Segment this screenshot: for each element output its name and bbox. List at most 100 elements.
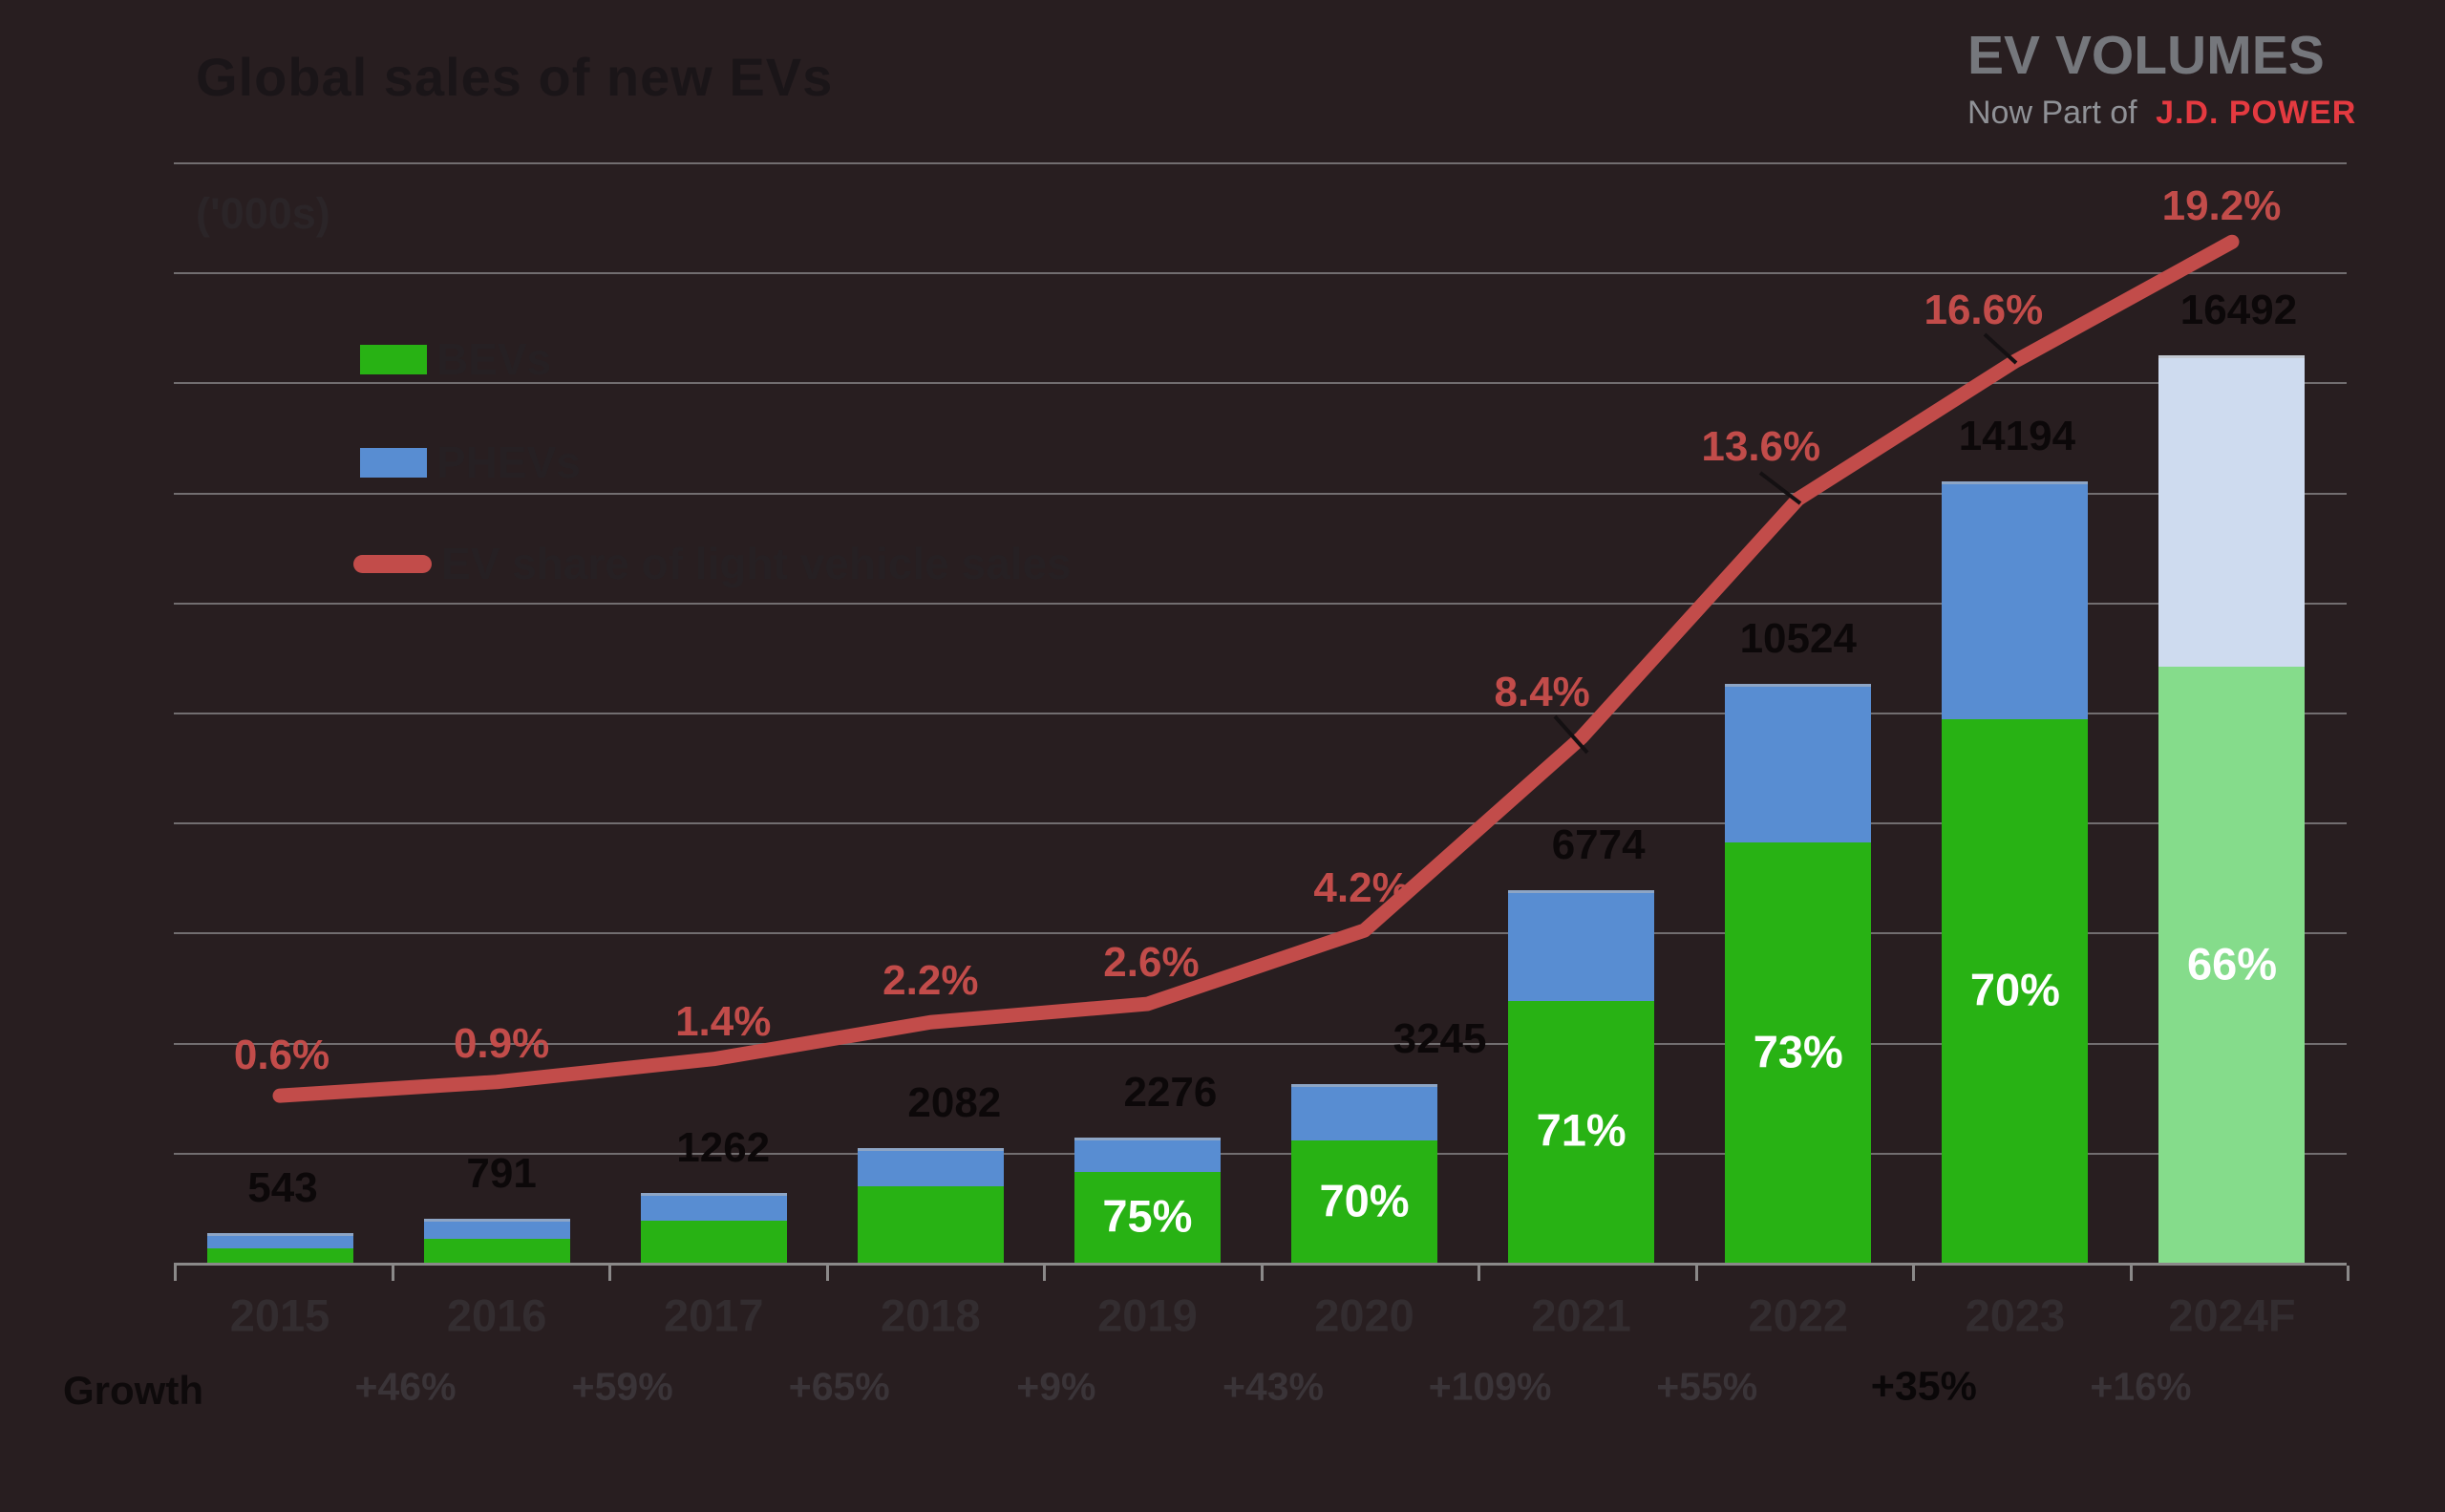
x-axis-tick — [1043, 1266, 1046, 1281]
ev-share-line-swatch-icon — [353, 554, 432, 573]
bev-share-label: 73% — [1753, 1026, 1843, 1077]
x-axis-label-2016: 2016 — [446, 1289, 547, 1341]
y-axis-units-label: ('000s) — [196, 189, 330, 238]
label-leader-line — [1983, 332, 2018, 365]
bar-segment-bev-2024F — [2158, 664, 2306, 1263]
logo-block: EV VOLUMES Now Part of J.D. POWER — [1967, 29, 2356, 130]
ev-share-point-label: 16.6% — [1924, 287, 2044, 334]
gridline — [174, 713, 2347, 714]
ev-share-point-label: 8.4% — [1494, 669, 1590, 716]
bar-segment-phev-2020 — [1291, 1084, 1438, 1141]
logo-tagline-prefix: Now Part of — [1967, 95, 2137, 131]
x-axis-tick — [2347, 1266, 2349, 1281]
x-axis-tick — [825, 1266, 829, 1281]
bar-segment-bev-2015 — [206, 1246, 353, 1263]
bar-segment-phev-2023 — [1942, 481, 2089, 719]
growth-row-label: Growth — [63, 1368, 203, 1413]
x-axis-label-2020: 2020 — [1314, 1289, 1414, 1341]
bar-segment-phev-2022 — [1725, 683, 1872, 843]
bar-segment-bev-2021 — [1508, 997, 1655, 1263]
bar-segment-bev-2019 — [1074, 1168, 1221, 1263]
bar-segment-phev-2021 — [1508, 889, 1655, 1001]
bev-share-label: 70% — [1319, 1175, 1410, 1226]
bev-share-label: 71% — [1536, 1104, 1626, 1156]
legend-item-bevs: BEVs — [360, 337, 551, 381]
ev-share-point-label: 2.2% — [882, 957, 979, 1005]
legend-label-phevs: PHEVs — [436, 437, 581, 487]
bar-segment-bev-2023 — [1942, 715, 2089, 1263]
ev-share-point-label: 13.6% — [1701, 423, 1821, 471]
bar-total-label: 3245 — [1393, 1015, 1487, 1063]
x-axis-tick — [1912, 1266, 1915, 1281]
ev-share-point-label: 4.2% — [1313, 864, 1410, 912]
x-axis-label-2018: 2018 — [881, 1289, 981, 1341]
growth-value: +46% — [354, 1364, 457, 1409]
chart-title: Global sales of new EVs — [196, 47, 834, 107]
gridline — [174, 1152, 2347, 1155]
gridline — [174, 602, 2347, 605]
ev-share-point-label: 1.4% — [675, 997, 772, 1045]
bar-segment-phev-2024F — [2158, 355, 2306, 667]
x-axis-label-2022: 2022 — [1748, 1289, 1849, 1341]
growth-value: +65% — [788, 1364, 890, 1409]
x-axis-label-2024F: 2024F — [2168, 1289, 2296, 1341]
ev-share-point-label: 0.9% — [453, 1019, 550, 1067]
legend-label-bevs: BEVs — [436, 334, 552, 384]
growth-value: +16% — [2090, 1364, 2192, 1409]
gridline — [174, 492, 2347, 495]
ev-share-point-label: 0.6% — [233, 1032, 330, 1079]
bar-segment-bev-2016 — [423, 1236, 570, 1263]
x-axis-tick — [608, 1266, 611, 1281]
bar-total-label: 543 — [247, 1163, 318, 1211]
gridline — [174, 382, 2347, 385]
x-axis-tick — [1478, 1266, 1480, 1281]
bar-segment-bev-2020 — [1291, 1138, 1438, 1263]
bar-segment-bev-2022 — [1725, 840, 1872, 1263]
gridline — [174, 272, 2347, 275]
gridline — [174, 1042, 2347, 1045]
bar-total-label: 10524 — [1739, 614, 1857, 662]
legend-item-phevs: PHEVs — [360, 440, 581, 484]
x-axis-label-2023: 2023 — [1965, 1289, 2066, 1341]
bar-total-label: 2082 — [907, 1079, 1002, 1127]
gridline — [174, 822, 2347, 825]
bar-segment-bev-2018 — [857, 1182, 1004, 1263]
legend-label-ev-share: EV share of light vehicle sales — [441, 539, 1072, 588]
x-axis-tick — [1260, 1266, 1264, 1281]
bar-segment-phev-2018 — [857, 1148, 1004, 1186]
bar-total-label: 14194 — [1958, 413, 2076, 460]
x-axis-label-2019: 2019 — [1097, 1289, 1198, 1341]
bev-share-label: 66% — [2186, 938, 2278, 989]
bev-share-label: 75% — [1102, 1190, 1193, 1242]
x-axis-label-2017: 2017 — [663, 1289, 764, 1341]
bar-segment-bev-2017 — [640, 1217, 787, 1263]
gridline — [174, 162, 2347, 164]
bar-total-label: 1262 — [676, 1124, 771, 1172]
bar-total-label: 791 — [466, 1150, 537, 1198]
legend-item-ev-share: EV share of light vehicle sales — [353, 542, 1072, 586]
growth-value: +109% — [1428, 1364, 1552, 1409]
x-axis-tick — [2129, 1266, 2133, 1281]
x-axis-line — [174, 1263, 2347, 1266]
logo-tagline: Now Part of J.D. POWER — [1967, 96, 2356, 129]
growth-value: +9% — [1016, 1364, 1096, 1409]
x-axis-tick — [391, 1266, 394, 1281]
ev-share-point-label: 2.6% — [1103, 939, 1200, 987]
growth-value: +43% — [1222, 1364, 1324, 1409]
growth-value: +59% — [571, 1364, 673, 1409]
logo-tagline-brand: J.D. POWER — [2156, 95, 2357, 131]
ev-share-line — [272, 234, 2240, 1103]
growth-value: +55% — [1656, 1364, 1758, 1409]
bevs-swatch-icon — [360, 344, 427, 374]
bar-segment-phev-2016 — [423, 1219, 570, 1240]
bar-segment-phev-2017 — [640, 1193, 787, 1221]
bar-total-label: 2276 — [1123, 1068, 1218, 1116]
x-axis-tick — [1694, 1266, 1698, 1281]
gridline — [174, 932, 2347, 935]
label-leader-line — [1758, 471, 1802, 505]
bar-total-label: 6774 — [1551, 820, 1646, 868]
x-axis-label-2015: 2015 — [229, 1289, 330, 1341]
x-axis-tick — [174, 1266, 177, 1281]
phevs-swatch-icon — [360, 447, 427, 478]
